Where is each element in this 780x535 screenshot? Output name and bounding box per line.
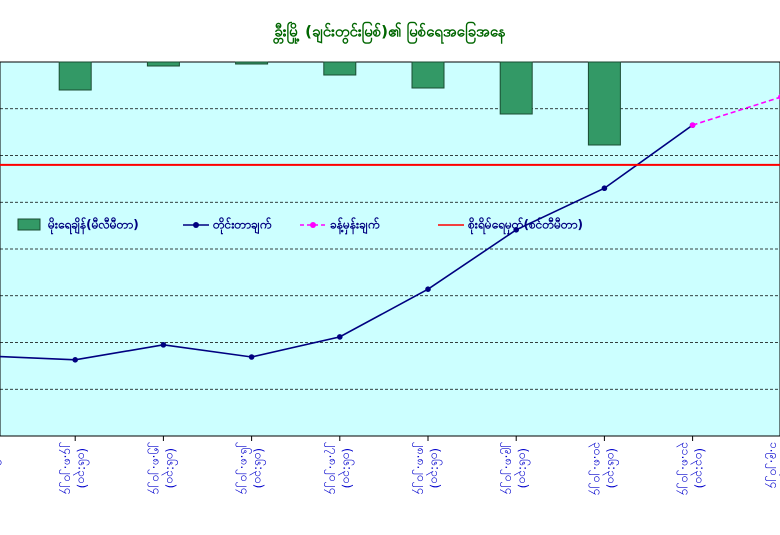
x-tick-label: ၂၈.၈.၂၀၂၄ xyxy=(412,442,429,495)
point xyxy=(425,286,431,293)
x-tick-label: ၃၁.၈.၂၀၂၄ xyxy=(676,442,693,495)
x-tick-label: ၂၅.၈.၂၀၂၄ xyxy=(147,442,164,494)
x-tick-time: (၀၆:၃၀) xyxy=(249,448,267,488)
x-tick-time: (၀၆:၃၀) xyxy=(426,448,444,488)
legend-label: တိုင်းတာချက် xyxy=(212,216,272,236)
x-tick-time: (၀၆:၃၀) xyxy=(161,448,179,488)
legend-label: စိုးရိမ်ရေမှတ်(စင်တီမီတာ) xyxy=(467,216,583,236)
legend-item: ခန့်မှန်းချက် xyxy=(300,216,380,236)
point xyxy=(513,227,519,233)
legend-label: ခန့်မှန်းချက် xyxy=(330,216,380,236)
point xyxy=(601,185,608,192)
rain-bar xyxy=(323,61,357,76)
legend-marker xyxy=(310,222,316,228)
point xyxy=(689,122,696,128)
rain-bar xyxy=(58,61,92,91)
legend-item: တိုင်းတာချက် xyxy=(183,216,272,236)
legend-item: မိုးရေချိန်(မီလီမီတာ) xyxy=(17,216,139,236)
x-tick-label: ၁.၉.၂၀၂၄ xyxy=(764,442,780,488)
x-tick-time: (၀၃:၃၀) xyxy=(690,448,707,488)
point xyxy=(72,356,78,363)
legend-marker xyxy=(193,222,199,228)
chart-title: ခ္တီးမြို့ (ချင်းတွင်းမြစ်)၏ မြစ်ရေအခြေအ… xyxy=(272,21,506,45)
x-tick-label: ၂၇.၈.၂၀၂၄ xyxy=(323,442,340,494)
x-tick-label: ၂၄.၈.၂၀၂၄ xyxy=(59,442,76,494)
x-tick-time: (၀၆:၃၀) xyxy=(602,448,620,488)
x-tick-label: ၃၀.၈.၂၀၂၄ xyxy=(588,442,605,495)
x-tick-label: ၂၆.၈.၂၀၂၄ xyxy=(235,442,253,494)
rain-bar xyxy=(235,61,269,65)
point xyxy=(160,342,167,348)
x-tick-time: (၀၆:၃၀) xyxy=(337,448,355,488)
x-tick-time: (၀၆:၃၀) xyxy=(0,448,3,488)
legend-item: စိုးရိမ်ရေမှတ်(စင်တီမီတာ) xyxy=(438,216,583,236)
x-tick-time: (၀၆:၃၀) xyxy=(73,448,91,488)
x-tick-label: ၂၉.၈.၂၀၂၄ xyxy=(500,442,517,494)
rain-bar xyxy=(587,61,621,146)
rain-bar xyxy=(499,61,533,115)
legend-swatch xyxy=(17,218,41,231)
point xyxy=(337,334,343,340)
x-tick-time: (၀၆:၃၀) xyxy=(514,448,532,488)
point xyxy=(248,354,255,360)
rain-bar xyxy=(146,61,180,67)
rain-bar xyxy=(411,61,445,89)
legend-label: မိုးရေချိန်(မီလီမီတာ) xyxy=(47,216,139,236)
